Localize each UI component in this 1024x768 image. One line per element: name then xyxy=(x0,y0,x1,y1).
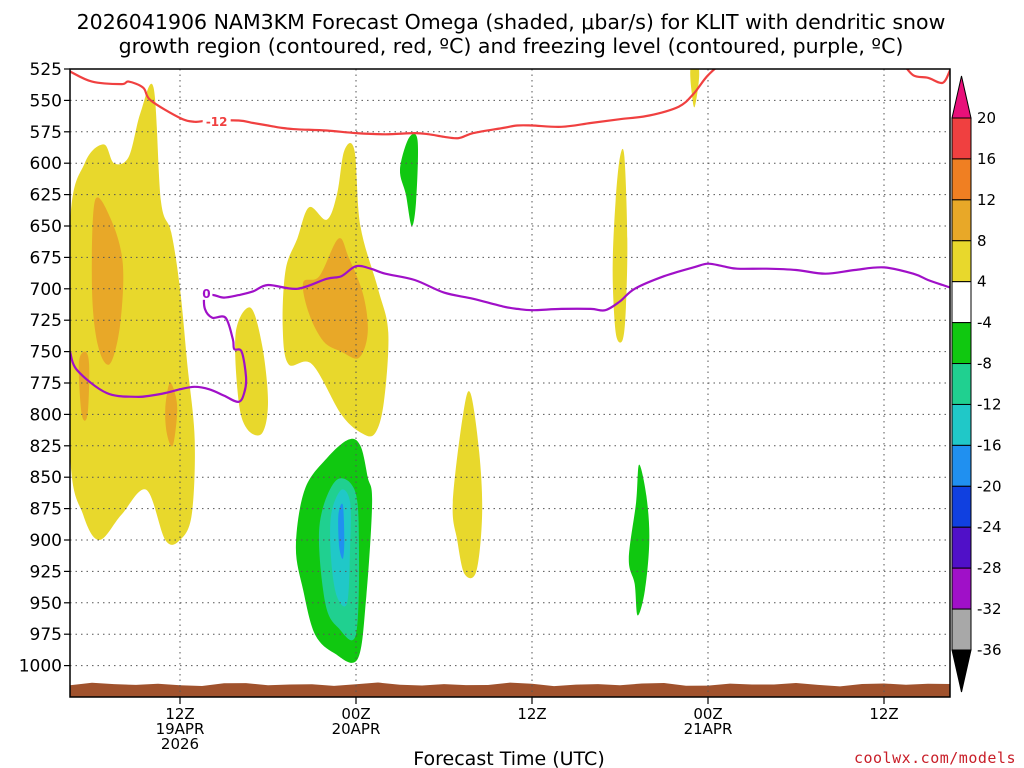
x-tick-label: 00Z xyxy=(693,705,722,723)
contour-label-bg xyxy=(202,113,231,128)
x-tick-label: 21APR xyxy=(684,720,733,738)
omega-region-1 xyxy=(235,307,268,436)
colorbar-tick-label: -36 xyxy=(977,641,1002,659)
omega-region-8 xyxy=(78,351,90,421)
y-tick-label: 775 xyxy=(30,374,62,394)
contour-label: 0 xyxy=(202,287,210,301)
x-tick-label: 12Z xyxy=(165,705,194,723)
omega-region-15 xyxy=(338,503,345,559)
colorbar-top-triangle xyxy=(951,75,972,119)
colorbar-box xyxy=(951,363,972,405)
colorbar-box xyxy=(951,281,972,324)
contour-label: -12 xyxy=(206,115,228,129)
grid-lines xyxy=(70,68,950,697)
omega-region-12 xyxy=(628,464,650,616)
colorbar-tick-label: -28 xyxy=(977,559,1002,577)
colorbar-tick-label: 8 xyxy=(977,232,987,250)
colorbar-tick-label: -24 xyxy=(977,518,1002,536)
colorbar-tick-label: 16 xyxy=(977,150,996,168)
colorbar-box xyxy=(951,526,972,569)
omega-region-10 xyxy=(399,133,419,227)
colorbar-tick-label: -20 xyxy=(977,477,1002,495)
colorbar-tick-label: -4 xyxy=(977,314,992,332)
x-tick-label: 12Z xyxy=(517,705,546,723)
chart-title-line-2: growth region (contoured, red, ºC) and f… xyxy=(119,34,904,58)
plot-area: -12 0 525 550 575 600 625 650 675 700 725 750 775 80… xyxy=(19,60,951,753)
y-tick-label: 800 xyxy=(30,405,62,425)
colorbar-tick-label: -8 xyxy=(977,355,992,373)
omega-region-7 xyxy=(165,382,178,447)
colorbar-box xyxy=(951,444,972,487)
x-tick-label: 2026 xyxy=(161,735,199,753)
y-tick-label: 650 xyxy=(30,217,62,237)
y-tick-label: 600 xyxy=(30,154,62,174)
colorbar-box xyxy=(951,322,972,365)
colorbar-box xyxy=(951,567,972,610)
y-tick-label: 900 xyxy=(30,531,62,551)
y-axis: 525 550 575 600 625 650 675 700 725 750 775 800 825 8… xyxy=(19,60,70,677)
omega-shading xyxy=(70,69,700,663)
y-tick-label: 525 xyxy=(30,60,62,80)
colorbar-tick-label: -12 xyxy=(977,395,1002,413)
y-tick-label: 700 xyxy=(30,280,62,300)
colorbar-box xyxy=(951,403,972,446)
y-tick-label: 750 xyxy=(30,343,62,363)
y-tick-label: 825 xyxy=(30,437,62,457)
colorbar-tick-label: 20 xyxy=(977,109,996,127)
colorbar-box xyxy=(951,240,972,283)
omega-region-0 xyxy=(70,83,195,545)
omega-region-4 xyxy=(612,148,628,343)
omega-region-6 xyxy=(91,197,124,365)
colorbar-box xyxy=(951,485,972,528)
colorbar-tick-label: -16 xyxy=(977,436,1002,454)
colorbar-box xyxy=(951,199,972,242)
y-tick-label: 875 xyxy=(30,500,62,520)
ground-fill xyxy=(70,682,950,697)
y-tick-label: 975 xyxy=(30,625,62,645)
x-tick-label: 00Z xyxy=(341,705,370,723)
omega-region-5 xyxy=(690,69,700,108)
y-tick-label: 625 xyxy=(30,186,62,206)
y-tick-label: 925 xyxy=(30,562,62,582)
ground-layer xyxy=(70,682,950,697)
colorbar-tick-label: 12 xyxy=(977,191,996,209)
y-tick-label: 850 xyxy=(30,468,62,488)
y-tick-label: 675 xyxy=(30,248,62,268)
y-tick-label: 950 xyxy=(30,594,62,614)
x-tick-label: 12Z xyxy=(869,705,898,723)
x-tick-label: 19APR xyxy=(156,720,205,738)
colorbar-tick-label: -32 xyxy=(977,600,1002,618)
contour-line-2 xyxy=(70,262,950,403)
chart-title-line-1: 2026041906 NAM3KM Forecast Omega (shaded… xyxy=(77,10,946,34)
colorbar-tick-label: 4 xyxy=(977,273,987,291)
colorbar-bottom-triangle xyxy=(951,649,972,693)
contour-line-0 xyxy=(70,69,717,140)
x-axis-label: Forecast Time (UTC) xyxy=(413,748,604,768)
colorbar: 20 16 12 8 4 -4 -8 -12 -16 -20 -24 -28 -32 -36 xyxy=(951,75,1002,693)
colorbar-box xyxy=(951,608,972,651)
contour-lines: -12 0 xyxy=(70,69,950,403)
colorbar-box xyxy=(951,117,972,160)
colorbar-box xyxy=(951,158,972,201)
contour-label-bg xyxy=(200,285,213,300)
y-tick-label: 575 xyxy=(30,123,62,143)
omega-region-3 xyxy=(452,391,483,579)
y-tick-label: 1000 xyxy=(19,657,62,677)
y-tick-label: 550 xyxy=(30,91,62,111)
contour-line-1 xyxy=(905,69,950,85)
x-tick-label: 20APR xyxy=(332,720,381,738)
y-tick-label: 725 xyxy=(30,311,62,331)
credit-text: coolwx.com/models xyxy=(854,749,1016,767)
